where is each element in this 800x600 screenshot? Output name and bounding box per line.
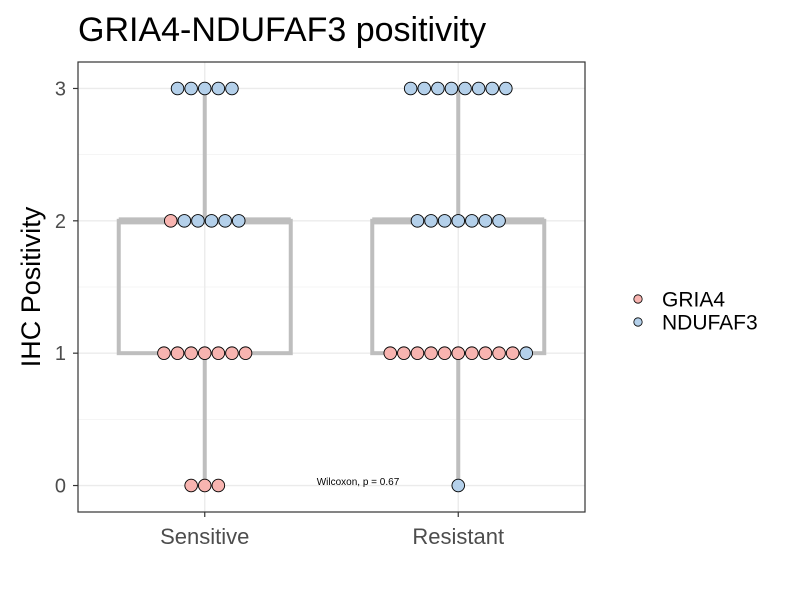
y-axis-label: IHC Positivity [16,206,46,367]
dot-gria4 [383,346,398,360]
legend-marker-gria4 [633,294,643,304]
y-tick-label: 1 [55,343,66,365]
dot-ndufaf3 [499,81,513,96]
plot-panel-border [77,61,586,513]
dot-gria4 [397,346,411,360]
y-axis: 0 1 2 3 [55,78,78,498]
dot-gria4 [184,478,198,493]
x-tick-label: Resistant [412,524,504,549]
chart-title: GRIA4-NDUFAF3 positivity [78,11,486,49]
grid [78,62,585,512]
dot-gria4 [451,346,466,360]
dot-gria4 [410,346,425,360]
dot-gria4 [437,346,452,360]
dot-gria4 [424,346,438,360]
dot-ndufaf3 [410,214,425,228]
dot-ndufaf3 [177,214,192,228]
dot-gria4 [184,346,198,360]
dot-ndufaf3 [191,214,205,228]
dot-ndufaf3 [485,81,500,96]
dot-ndufaf3 [417,81,432,96]
x-axis: Sensitive Resistant [160,512,504,549]
dot-gria4 [478,346,493,360]
dot-ndufaf3 [492,214,506,228]
dot-ndufaf3 [231,214,246,228]
dot-ndufaf3 [444,81,459,96]
dot-gria4 [238,346,253,360]
dot-gria4 [505,346,520,360]
dot-gria4 [225,346,239,360]
dot-points [157,81,534,493]
dot-ndufaf3 [403,81,418,96]
dot-ndufaf3 [437,214,452,228]
dot-ndufaf3 [471,81,486,96]
dot-ndufaf3 [170,81,185,96]
dot-ndufaf3 [451,478,466,493]
legend-label-ndufaf3: NDUFAF3 [662,312,758,335]
dot-ndufaf3 [458,81,472,96]
y-tick-label: 2 [55,211,66,233]
dot-gria4 [163,214,178,228]
dot-gria4 [465,346,479,360]
dot-ndufaf3 [197,81,212,96]
dot-ndufaf3 [431,81,445,96]
dot-gria4 [197,478,212,493]
dot-ndufaf3 [451,214,466,228]
dot-ndufaf3 [218,214,232,228]
dot-ndufaf3 [225,81,239,96]
dot-ndufaf3 [204,214,219,228]
dot-gria4 [157,346,171,360]
legend-label-gria4: GRIA4 [662,289,725,312]
wilcoxon-annotation: Wilcoxon, p = 0.67 [317,477,400,488]
y-tick-label: 0 [55,476,66,498]
dot-ndufaf3 [478,214,493,228]
dot-ndufaf3 [465,214,479,228]
dot-gria4 [492,346,506,360]
dot-gria4 [211,478,226,493]
dot-ndufaf3 [519,346,534,360]
dot-ndufaf3 [184,81,198,96]
legend-marker-ndufaf3 [633,317,643,327]
x-tick-label: Sensitive [160,524,249,549]
dot-gria4 [170,346,185,360]
dot-ndufaf3 [211,81,226,96]
dot-gria4 [197,346,212,360]
dot-ndufaf3 [424,214,438,228]
y-tick-label: 3 [55,78,66,100]
dot-gria4 [211,346,226,360]
